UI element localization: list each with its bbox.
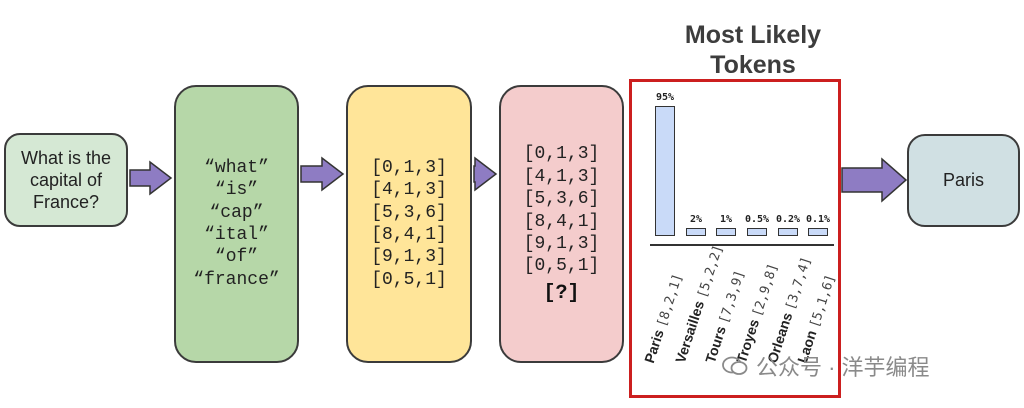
watermark: 公众号 · 洋芋编程 xyxy=(722,350,930,382)
token-id-line: [9,1,3] xyxy=(371,247,447,268)
panel-title-line: Tokens xyxy=(710,51,796,79)
token-id-line: [0,5,1] xyxy=(523,256,600,277)
token-id-line: [0,5,1] xyxy=(371,269,447,290)
token-line: “ital” xyxy=(204,225,269,245)
token-id-line: [0,1,3] xyxy=(523,144,600,165)
bar-tours xyxy=(716,228,736,236)
token-line: “of” xyxy=(214,247,259,268)
tokens-box: “what” “is” “cap” “ital” “of” “france” xyxy=(174,85,299,363)
bar-value-label: 1% xyxy=(719,214,733,225)
next-token-placeholder: [?] xyxy=(543,281,580,305)
question-box: What is the capital of France? xyxy=(4,133,128,227)
token-id-line: [4,1,3] xyxy=(371,180,447,201)
bar-value-label: 0.2% xyxy=(775,214,801,225)
bar-troyes xyxy=(747,228,767,236)
bar-orleans xyxy=(778,228,798,236)
panel-title-line: Most Likely xyxy=(684,21,822,49)
token-id-line: [8,4,1] xyxy=(371,225,447,245)
token-line: “what” xyxy=(204,157,269,178)
arrow-icon xyxy=(473,156,498,192)
bar-value-label: 0.5% xyxy=(744,214,770,225)
answer-box: Paris xyxy=(907,134,1020,227)
token-line: “is” xyxy=(214,180,259,201)
bar-value-label: 2% xyxy=(689,214,703,225)
arrow-icon xyxy=(300,156,345,192)
token-line: “cap” xyxy=(209,202,264,223)
token-id-line: [8,4,1] xyxy=(523,211,600,232)
token-id-line: [9,1,3] xyxy=(523,233,600,254)
token-line: “france” xyxy=(193,269,280,290)
arrow-icon xyxy=(129,160,173,196)
bar-value-label: 0.1% xyxy=(805,214,831,225)
arrow-icon xyxy=(841,157,908,203)
token-ids-next-box: [0,1,3] [4,1,3] [5,3,6] [8,4,1] [9,1,3] … xyxy=(499,85,624,363)
answer-text: Paris xyxy=(942,170,984,190)
token-id-line: [0,1,3] xyxy=(371,157,447,178)
chat-bubble-icon xyxy=(722,356,748,375)
bar-laon xyxy=(808,228,828,236)
panel-title: Most Likely Tokens xyxy=(660,20,846,80)
token-id-line: [5,3,6] xyxy=(523,189,600,210)
chart-baseline xyxy=(650,244,834,246)
bar-value-label: 95% xyxy=(655,92,675,103)
question-text: What is the capital of France? xyxy=(20,148,112,212)
token-id-line: [4,1,3] xyxy=(523,166,600,187)
token-id-line: [5,3,6] xyxy=(371,202,447,223)
bar-paris xyxy=(655,106,675,236)
token-ids-box: [0,1,3] [4,1,3] [5,3,6] [8,4,1] [9,1,3] … xyxy=(346,85,472,363)
watermark-text: 公众号 · 洋芋编程 xyxy=(756,355,930,380)
bar-versailles xyxy=(686,228,706,236)
